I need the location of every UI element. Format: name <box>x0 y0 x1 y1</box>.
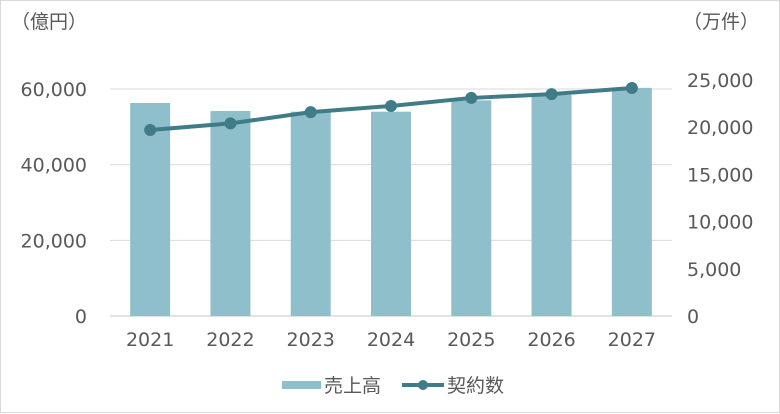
line-marker-2023 <box>304 106 317 119</box>
x-tick-label: 2021 <box>126 329 174 351</box>
right-tick-label: 0 <box>687 306 699 328</box>
bar-2027 <box>611 87 652 317</box>
x-axis-ticks: 2021 2022 2023 2024 2025 2026 2027 <box>126 329 656 351</box>
line-series-contracts <box>144 82 638 137</box>
x-tick-label: 2023 <box>287 329 335 351</box>
line-marker-2025 <box>465 91 478 104</box>
left-tick-label: 60,000 <box>21 79 87 101</box>
legend: 売上高 契約数 <box>282 375 504 397</box>
bar-2023 <box>290 111 331 316</box>
bar-2021 <box>130 102 171 316</box>
line-marker-2024 <box>385 99 397 112</box>
bar-2026 <box>531 95 572 316</box>
x-tick-label: 2022 <box>206 329 254 351</box>
line-marker-2026 <box>545 88 558 101</box>
right-tick-label: 10,000 <box>687 212 753 234</box>
x-tick-label: 2024 <box>367 329 415 351</box>
legend-bar-swatch-icon <box>282 381 321 389</box>
left-tick-label: 20,000 <box>21 230 87 252</box>
legend-bar-label: 売上高 <box>324 375 381 397</box>
left-axis-ticks: 0 20,000 40,000 60,000 <box>21 79 87 328</box>
bar-2025 <box>451 100 492 316</box>
bar-2024 <box>371 111 411 316</box>
x-tick-label: 2025 <box>447 329 495 351</box>
line-marker-2027 <box>625 82 638 95</box>
right-tick-label: 15,000 <box>687 164 753 186</box>
right-tick-label: 5,000 <box>687 259 741 281</box>
left-axis-unit: （億円） <box>11 11 87 33</box>
line-marker-2021 <box>144 124 157 137</box>
x-tick-label: 2027 <box>608 329 656 351</box>
right-axis-ticks: 0 5,000 10,000 15,000 20,000 25,000 <box>687 70 753 328</box>
right-axis-unit: （万件） <box>683 11 759 33</box>
bar-series-sales <box>130 87 652 317</box>
legend-line-marker-icon <box>418 380 428 390</box>
line-marker-2022 <box>224 117 237 130</box>
x-tick-label: 2026 <box>527 329 575 351</box>
left-tick-label: 40,000 <box>21 155 87 177</box>
right-tick-label: 25,000 <box>687 70 753 92</box>
legend-line-label: 契約数 <box>447 375 504 397</box>
bar-2022 <box>210 110 251 317</box>
right-tick-label: 20,000 <box>687 117 753 139</box>
left-tick-label: 0 <box>75 306 87 328</box>
